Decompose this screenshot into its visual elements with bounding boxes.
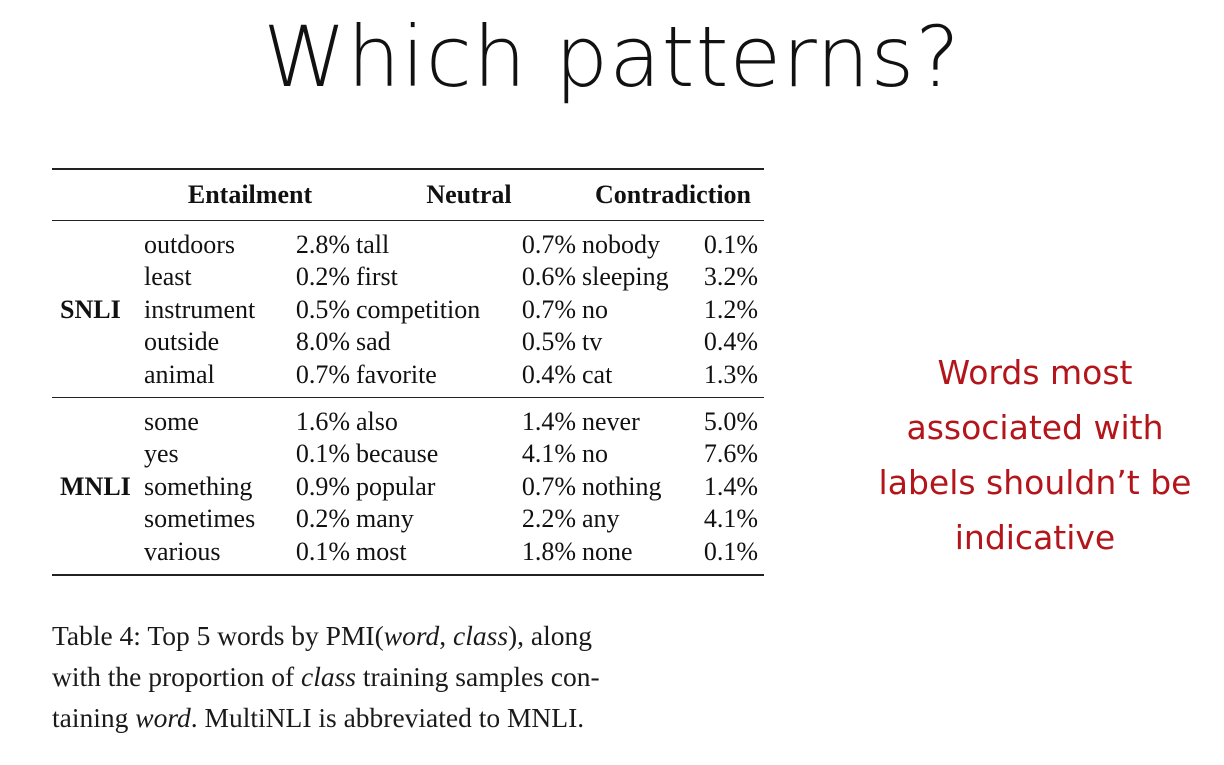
table-caption: Table 4: Top 5 words by PMI(word, class)… [52, 620, 600, 733]
header-rule [52, 220, 764, 221]
table-top-rule [52, 168, 764, 170]
table-row: MNLI something 0.9% popular 0.7% nothing… [52, 471, 764, 503]
table-row: sometimes 0.2% many 2.2% any 4.1% [144, 504, 758, 534]
side-note: Words most associated with labels should… [878, 353, 1192, 557]
dataset-label-mnli: MNLI [60, 471, 131, 501]
header-neutral: Neutral [426, 180, 512, 209]
mnli-group: some 1.6% also 1.4% never 5.0% yes 0.1% … [52, 406, 764, 568]
table-row: yes 0.1% because 4.1% no 7.6% [144, 439, 758, 469]
table-row: various 0.1% most 1.8% none 0.1% [144, 536, 758, 566]
table-header-row: Entailment Neutral Contradiction [52, 170, 764, 220]
table-row: outside 8.0% sad 0.5% tv 0.4% [144, 327, 758, 357]
table-row: animal 0.7% favorite 0.4% cat 1.3% [144, 359, 758, 389]
header-entailment: Entailment [187, 180, 313, 209]
table-row: least 0.2% first 0.6% sleeping 3.2% [144, 262, 758, 292]
table-row: outdoors 2.8% tall 0.7% nobody 0.1% [144, 230, 758, 259]
group-rule [52, 397, 764, 399]
slide-title: Which patterns? [263, 8, 961, 106]
table-row: SNLI instrument 0.5% competition 0.7% no… [52, 294, 764, 326]
header-contradiction: Contradiction [595, 180, 751, 209]
table-row: some 1.6% also 1.4% never 5.0% [144, 407, 758, 437]
pmi-table: Entailment Neutral Contradiction outdoor… [52, 168, 764, 577]
snli-group: outdoors 2.8% tall 0.7% nobody 0.1% leas… [52, 229, 764, 391]
table-bottom-rule [52, 574, 764, 577]
dataset-label-snli: SNLI [60, 294, 121, 324]
